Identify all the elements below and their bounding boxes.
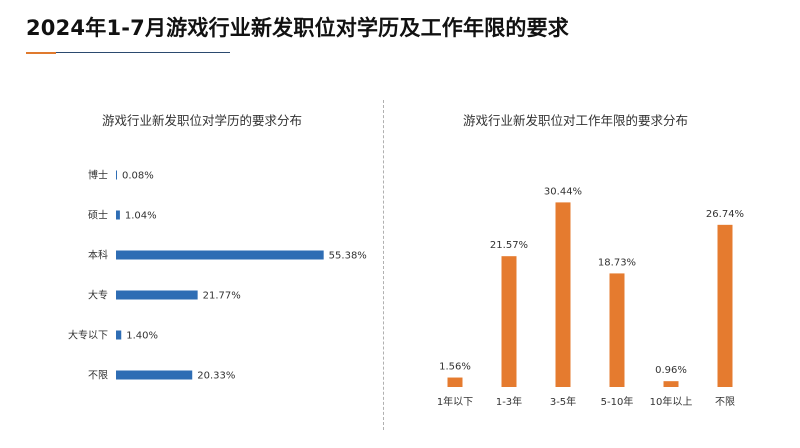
experience-bar bbox=[447, 377, 463, 387]
education-category-label: 大专以下 bbox=[68, 329, 108, 342]
experience-category-label: 1年以下 bbox=[437, 395, 473, 408]
education-value-label: 20.33% bbox=[197, 371, 235, 382]
education-category-label: 博士 bbox=[88, 169, 108, 182]
education-bar bbox=[116, 330, 122, 340]
education-bar-chart: 博士 0.08% 硕士 1.04% 本科 55.38% 大专 21.77% 大专以下 1.40% 不… bbox=[68, 169, 367, 382]
experience-category-label: 不限 bbox=[715, 396, 735, 408]
experience-value-label: 18.73% bbox=[598, 257, 636, 268]
experience-bar-chart: 1.56% 1年以下 21.57% 1-3年 30.44% 3-5年 18.73% 5-10年… bbox=[437, 186, 744, 408]
experience-value-label: 30.44% bbox=[544, 186, 582, 197]
education-category-label: 不限 bbox=[88, 370, 108, 382]
title-underline-accent bbox=[26, 52, 56, 54]
education-chart-title: 游戏行业新发职位对学历的要求分布 bbox=[102, 113, 303, 128]
experience-category-label: 5-10年 bbox=[601, 395, 634, 408]
experience-value-label: 1.56% bbox=[439, 362, 471, 373]
education-bar bbox=[116, 370, 193, 380]
experience-chart-title: 游戏行业新发职位对工作年限的要求分布 bbox=[463, 113, 689, 128]
experience-value-label: 26.74% bbox=[706, 209, 744, 220]
education-value-label: 1.04% bbox=[125, 211, 157, 222]
education-value-label: 55.38% bbox=[329, 251, 367, 262]
chart-divider bbox=[383, 100, 384, 430]
education-bar bbox=[116, 210, 120, 220]
education-value-label: 1.40% bbox=[126, 331, 158, 342]
experience-category-label: 1-3年 bbox=[496, 395, 522, 408]
experience-value-label: 21.57% bbox=[490, 240, 528, 251]
experience-value-label: 0.96% bbox=[655, 365, 687, 376]
education-category-label: 硕士 bbox=[88, 209, 108, 222]
education-value-label: 0.08% bbox=[122, 171, 154, 182]
title-underline bbox=[26, 52, 230, 53]
experience-category-label: 10年以上 bbox=[650, 395, 693, 408]
experience-bar bbox=[609, 273, 625, 387]
education-bar bbox=[116, 290, 198, 300]
education-bar bbox=[116, 250, 324, 260]
education-category-label: 大专 bbox=[88, 289, 108, 302]
education-category-label: 本科 bbox=[88, 249, 108, 262]
education-bar bbox=[116, 170, 117, 180]
experience-bar bbox=[663, 381, 679, 387]
education-value-label: 21.77% bbox=[203, 291, 241, 302]
experience-bar bbox=[555, 202, 571, 387]
experience-category-label: 3-5年 bbox=[550, 395, 576, 408]
page-title: 2024年1-7月游戏行业新发职位对学历及工作年限的要求 bbox=[26, 16, 569, 40]
experience-bar bbox=[717, 224, 733, 387]
experience-bar bbox=[501, 256, 517, 387]
